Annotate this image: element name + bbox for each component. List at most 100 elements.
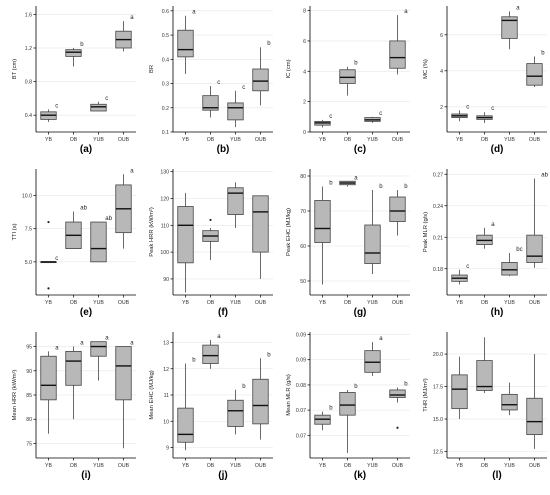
y-tick-label: 0.2 (162, 106, 169, 112)
y-tick-label: 0.5 (162, 33, 169, 39)
significance-letter: a (130, 341, 134, 347)
panel-label: (g) (354, 307, 367, 318)
box (339, 392, 356, 416)
x-tick-label: OB (481, 137, 489, 143)
plot-area (36, 6, 136, 132)
x-tick-label: YUB (93, 463, 104, 469)
box (364, 224, 381, 264)
x-tick-label: OB (344, 300, 352, 306)
box (90, 341, 107, 357)
significance-letter: ab (541, 172, 548, 178)
y-tick-label: 8 (303, 9, 306, 15)
y-tick-label: 1.2 (25, 46, 32, 52)
x-tick-label: OUB (118, 137, 130, 143)
y-tick-label: 0.08 (296, 383, 306, 389)
x-tick-label: OUB (392, 300, 404, 306)
significance-letter: a (105, 336, 109, 342)
panel-g: 50 60 70 80 Peak EHC (MJ/kg) YB OB YUB OUB b a b b (g… (286, 169, 410, 318)
y-tick-label: 0.21 (433, 235, 443, 241)
significance-letter: b (192, 358, 196, 364)
significance-letter: c (105, 96, 108, 102)
y-tick-label: 0 (303, 130, 306, 136)
y-tick-label: 5.0 (25, 260, 32, 266)
significance-letter: a (192, 10, 196, 16)
y-tick-label: 0.4 (162, 57, 169, 63)
y-axis-title: Peak HRR (kW/m²) (149, 207, 155, 257)
y-tick-label: 10 (163, 419, 169, 425)
panel-label: (b) (217, 144, 230, 155)
panel-label: (a) (80, 144, 92, 155)
significance-letter: b (404, 184, 408, 190)
y-axis-title: Mean HRR (kW/m²) (12, 369, 18, 420)
significance-letter: a (130, 168, 134, 174)
significance-letter: b (329, 181, 333, 187)
significance-letter: ab (105, 216, 112, 222)
panel-b: 0.1 0.2 0.3 0.4 0.5 0.6 BR YB OB YUB OUB a c c b (b) (149, 6, 273, 155)
x-tick-label: YUB (504, 300, 515, 306)
y-tick-label: 1.6 (25, 12, 32, 18)
significance-letter: c (491, 106, 494, 112)
y-tick-label: 0.07 (296, 408, 306, 414)
x-tick-label: OUB (118, 300, 130, 306)
significance-letter: b (354, 61, 358, 67)
box (252, 195, 269, 253)
box (177, 206, 194, 264)
panel-k: 0.07 0.07 0.08 0.09 0.09 Mean MLR (g/s) YB OB YU… (286, 332, 410, 481)
panel-label: (d) (491, 144, 504, 155)
box (339, 69, 356, 84)
panel-d: 2 4 6 MC (%) YB OB YUB OUB c c a b (d) (423, 5, 547, 155)
y-tick-label: 0.07 (296, 433, 306, 439)
y-tick-label: 15.0 (433, 417, 443, 423)
significance-letter: a (130, 15, 134, 21)
panel-label: (k) (354, 470, 366, 481)
y-tick-label: 0.18 (433, 267, 443, 273)
significance-letter: b (80, 42, 84, 48)
y-tick-label: 90 (163, 277, 169, 283)
x-tick-label: OB (207, 300, 215, 306)
y-axis-title: BR (149, 65, 155, 73)
panel-e: 5.0 7.5 10.0 TTI (s) YB OB YUB OUB c ab ab a (e) (12, 168, 136, 318)
significance-letter: a (404, 9, 408, 15)
y-tick-label: 10.0 (22, 194, 32, 200)
x-tick-label: YUB (367, 300, 378, 306)
y-tick-label: 7.5 (25, 227, 32, 233)
x-tick-label: YB (456, 463, 463, 469)
y-tick-label: 12 (163, 367, 169, 373)
box (389, 389, 406, 398)
x-tick-label: OUB (118, 463, 130, 469)
panel-label: (f) (218, 307, 228, 318)
y-axis-title: Mean EHC (MJ/kg) (149, 370, 155, 419)
x-tick-label: YB (182, 463, 189, 469)
plot-area (447, 169, 547, 295)
significance-letter: a (217, 334, 221, 340)
panel-h: 0.18 0.21 0.24 0.27 Peak MLR (g/s) YB OB YUB OUB… (423, 169, 549, 318)
y-tick-label: 80 (300, 174, 306, 180)
x-tick-label: OB (70, 463, 78, 469)
box (227, 399, 244, 427)
panel-l: 12.5 15.0 17.5 20.0 THR (MJ/m²) YB OB YUB OUB (l) (423, 332, 547, 481)
y-tick-label: 75 (26, 441, 32, 447)
significance-letter: c (55, 256, 58, 262)
y-tick-label: 0.1 (162, 130, 169, 136)
y-tick-label: 2 (440, 105, 443, 111)
y-tick-label: 110 (161, 223, 169, 229)
y-tick-label: 0.09 (296, 358, 306, 364)
y-tick-label: 50 (300, 279, 306, 285)
significance-letter: c (466, 104, 469, 110)
y-tick-label: 0.3 (162, 82, 169, 88)
x-tick-label: OUB (529, 300, 541, 306)
box (526, 63, 543, 86)
significance-letter: a (80, 341, 84, 347)
significance-letter: a (354, 175, 358, 181)
box (65, 49, 82, 57)
box (90, 221, 107, 263)
y-axis-title: MC (%) (423, 59, 429, 79)
y-tick-label: 130 (160, 170, 169, 176)
y-tick-label: 0.27 (433, 172, 443, 178)
significance-letter: b (541, 50, 545, 56)
significance-letter: a (516, 5, 520, 11)
y-tick-label: 17.5 (433, 385, 443, 391)
x-tick-label: YUB (230, 137, 241, 143)
significance-letter: a (379, 336, 383, 342)
